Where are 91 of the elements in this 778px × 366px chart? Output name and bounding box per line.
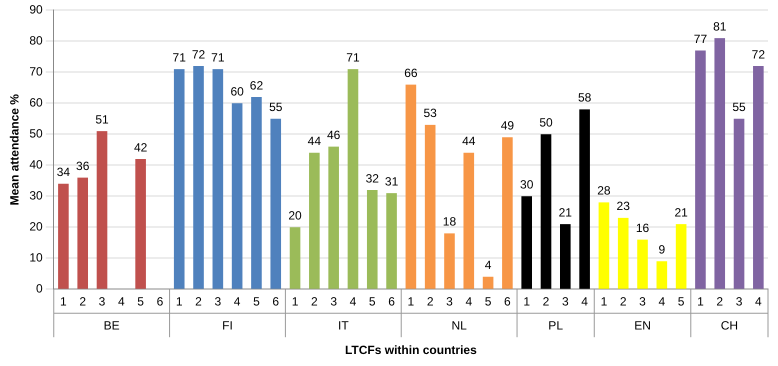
text: NL [451,318,468,333]
x-tick-label: 3 [214,294,222,309]
data-label: 71 [346,50,360,64]
x-tick-label: 2 [620,294,627,309]
x-tick-label: 4 [234,294,241,309]
data-label: 30 [520,178,534,192]
data-label: 66 [404,66,418,80]
x-tick-label: 5 [678,294,685,309]
x-tick-label: 3 [562,294,569,309]
data-label: 36 [76,158,90,173]
data-label: 58 [578,90,592,105]
data-label: 71 [211,50,225,64]
x-tick-label: 2 [716,294,724,309]
data-label: 81 [713,19,727,34]
x-tick-label: 2 [79,294,86,309]
x-tick-label: 6 [388,294,396,309]
x-tick-label: 4 [581,294,588,309]
x-tick-label: 4 [118,294,125,309]
x-tick-label: 2 [542,294,550,309]
x-tick-label: 5 [368,294,376,309]
x-tick-label: 1 [600,294,608,309]
x-tick-label: 2 [426,294,434,309]
x-tick-label: 2 [311,294,318,309]
x-tick-label: 6 [156,294,164,309]
x-tick-label: 4 [465,294,472,309]
data-label: 34 [56,165,70,180]
x-tick-label: 3 [736,294,743,309]
y-tick-label: 60 [29,96,44,110]
data-label: 51 [95,112,109,126]
y-tick-label: 70 [29,64,44,79]
text: CH [720,318,738,333]
x-tick-label: 1 [292,294,299,309]
data-label: 46 [326,128,341,142]
data-label: 42 [134,140,148,154]
y-tick-label: 30 [29,188,44,203]
x-tick-label: 2 [195,294,202,309]
y-axis-title: Mean attendance % [8,94,22,206]
data-label: 44 [308,134,322,148]
y-tick-label: 90 [29,2,44,17]
text: EN [634,318,651,333]
data-label: 18 [442,214,456,229]
x-tick-label: 3 [98,294,106,309]
data-label: 21 [558,205,572,220]
x-tick-label: 4 [755,294,762,309]
data-label: 55 [732,100,746,114]
y-tick-label: 80 [29,34,44,48]
x-tick-label: 1 [697,294,704,309]
data-label: 53 [424,106,438,120]
data-label: 72 [752,47,766,62]
data-label: 60 [230,84,244,99]
data-label: 4 [484,258,492,272]
x-tick-label: 1 [408,294,415,309]
data-label: 62 [250,78,264,92]
x-tick-label: 1 [523,294,530,309]
data-label: 50 [539,116,553,130]
data-label: 44 [462,134,476,148]
data-label: 32 [366,171,380,186]
x-tick-label: 3 [446,294,454,309]
data-label: 31 [384,174,399,188]
y-tick-label: 10 [29,250,44,265]
data-label: 23 [616,199,630,214]
text: PL [548,318,564,333]
x-tick-label: 6 [272,294,280,309]
data-label: 49 [500,118,514,133]
data-label: 9 [658,242,666,257]
data-label: 55 [269,100,283,114]
text: BE [104,318,120,333]
y-tick-label: 40 [29,158,44,172]
text: FI [222,318,233,333]
x-tick-label: 5 [137,294,144,309]
x-tick-label: 1 [176,294,183,309]
data-label: 71 [172,50,186,64]
data-label: 21 [674,205,688,220]
data-label: 16 [636,220,650,235]
y-tick-label: 50 [29,126,44,141]
data-label: 77 [694,32,708,46]
data-label: 28 [597,184,611,198]
text: IT [338,318,350,333]
x-tick-label: 6 [504,294,512,309]
x-tick-label: 4 [658,294,666,309]
x-tick-label: 3 [330,294,338,309]
y-tick-label: 0 [36,282,44,296]
x-tick-label: 4 [350,294,357,309]
x-tick-label: 1 [60,294,68,309]
x-tick-label: 5 [484,294,492,309]
x-tick-label: 5 [253,294,260,309]
x-axis-title: LTCFs within countries [344,343,478,358]
y-tick-label: 20 [29,220,44,234]
data-label: 20 [288,208,302,223]
x-tick-label: 3 [639,294,646,309]
data-label: 72 [192,47,206,62]
